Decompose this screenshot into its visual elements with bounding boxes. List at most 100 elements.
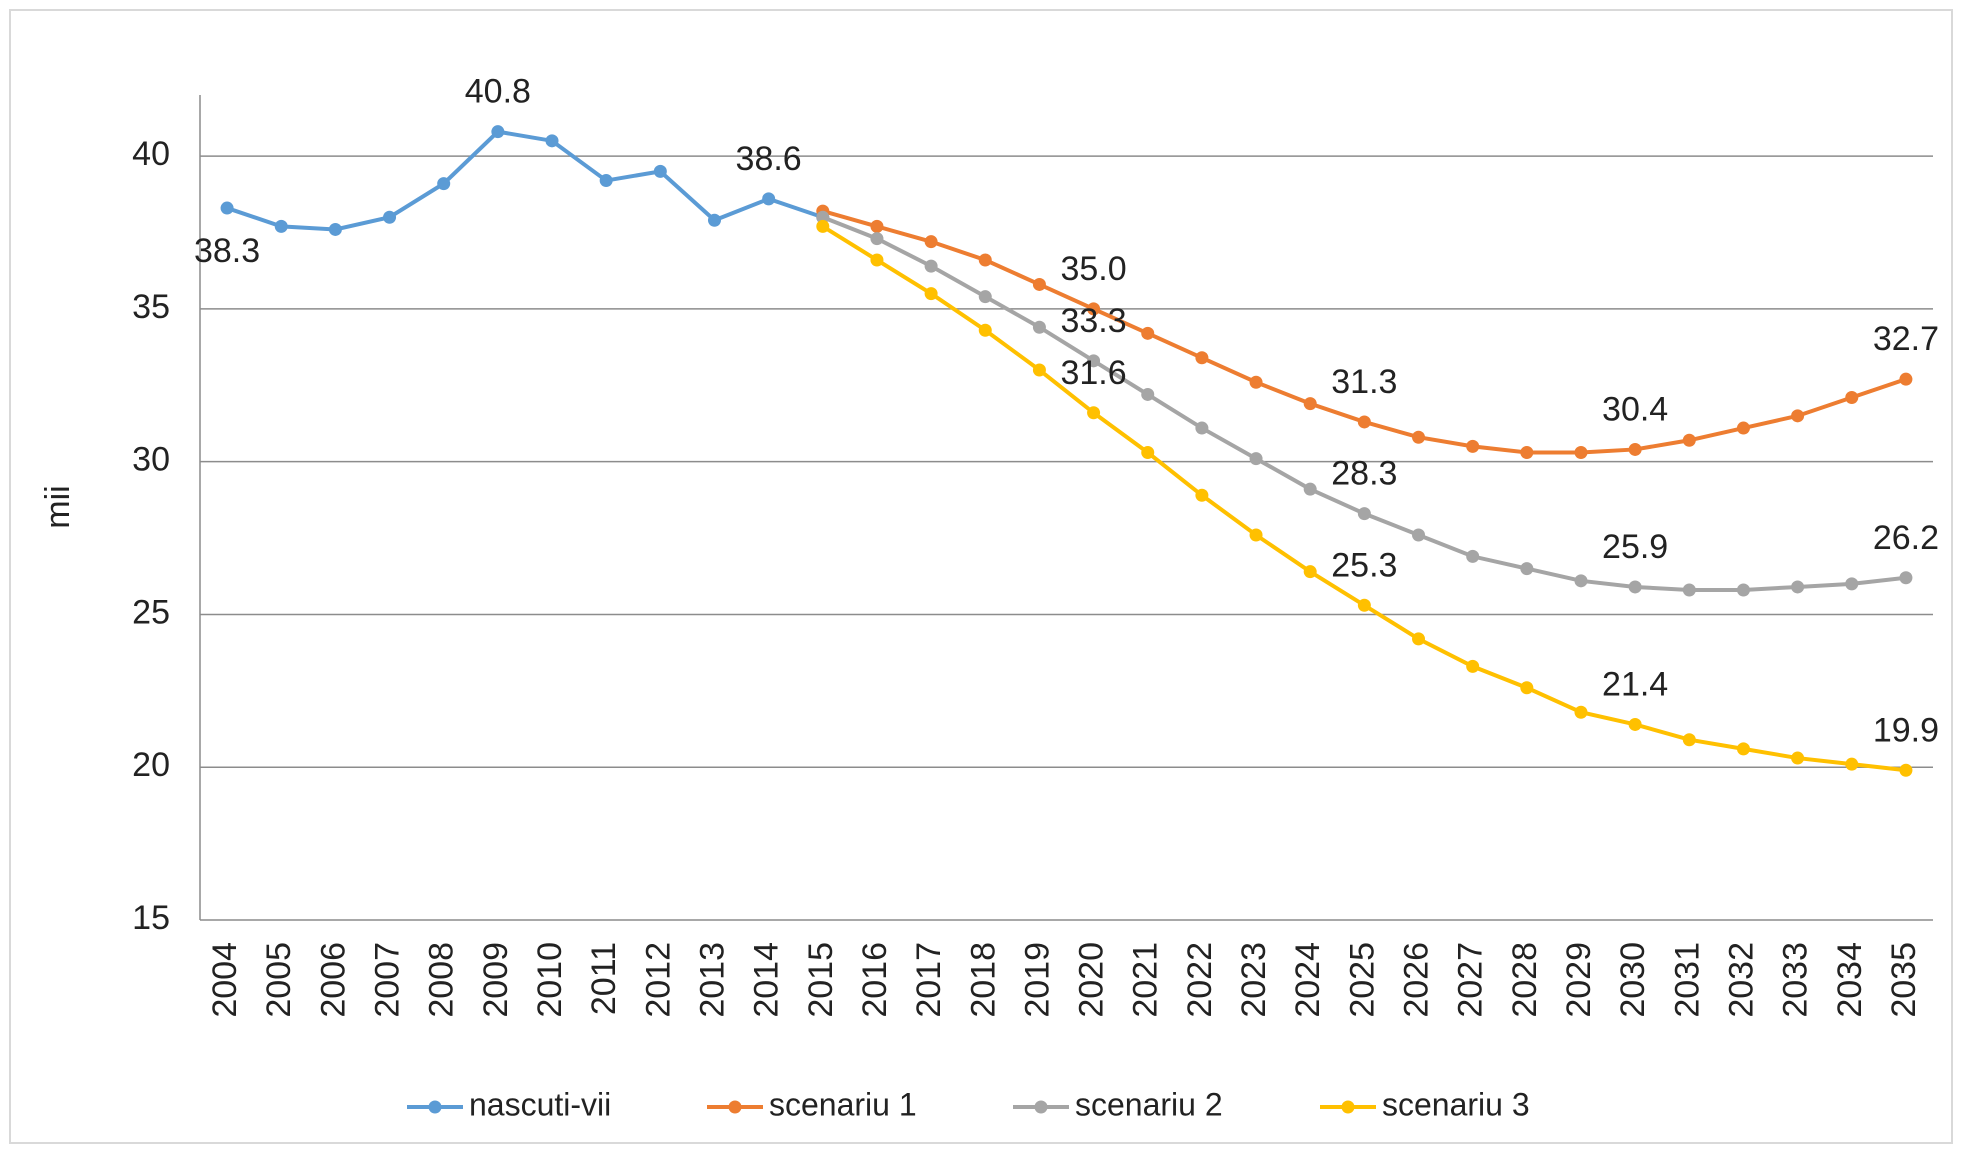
data-point: [1899, 763, 1913, 777]
x-tick-label: 2025: [1343, 942, 1381, 1018]
series-line: [226, 129, 824, 232]
data-point: [1791, 409, 1805, 423]
x-tick-label: 2031: [1668, 942, 1706, 1018]
x-tick-label: 2009: [477, 942, 515, 1018]
x-tick-label: 2028: [1506, 942, 1544, 1018]
data-point: [1249, 528, 1263, 542]
x-tick-label: 2011: [585, 942, 623, 1015]
data-point: [1249, 452, 1263, 466]
data-point: [1845, 391, 1859, 404]
y-tick-label: 40: [132, 135, 170, 173]
data-point: [1412, 430, 1426, 444]
data-point: [1899, 372, 1913, 386]
data-point: [1141, 446, 1155, 459]
data-label: 35.0: [1060, 250, 1126, 288]
y-tick-label: 25: [132, 593, 170, 631]
data-point: [1520, 446, 1534, 459]
x-tick-label: 2017: [910, 942, 948, 1018]
data-point: [1628, 717, 1642, 731]
data-point: [1899, 571, 1913, 585]
data-label: 30.4: [1602, 390, 1668, 428]
legend-marker: [428, 1100, 442, 1114]
data-label: 40.8: [465, 73, 531, 111]
x-tick-label: 2008: [423, 942, 461, 1018]
x-tick-label: 2016: [856, 942, 894, 1018]
data-point: [1628, 580, 1642, 594]
data-point: [1736, 742, 1750, 756]
legend-label: scenariu 2: [1075, 1086, 1223, 1122]
data-point: [1520, 681, 1534, 695]
data-point: [653, 164, 667, 178]
x-tick-label: 2021: [1127, 942, 1165, 1018]
data-point: [816, 219, 830, 233]
legend-label: nascuti-vii: [469, 1086, 611, 1122]
data-point: [1195, 421, 1209, 435]
data-point: [1466, 549, 1480, 563]
legend-marker: [728, 1100, 742, 1114]
data-point: [491, 125, 505, 139]
data-label: 28.3: [1331, 455, 1397, 493]
data-label: 19.9: [1873, 711, 1939, 749]
data-point: [1195, 488, 1209, 502]
data-label: 38.3: [194, 232, 260, 270]
legend-label: scenariu 1: [769, 1086, 917, 1122]
data-point: [816, 210, 830, 224]
data-point: [599, 174, 613, 188]
data-point: [1845, 577, 1859, 591]
data-point: [1791, 580, 1805, 594]
x-tick-label: 2004: [206, 942, 244, 1018]
x-tick-label: 2014: [748, 942, 786, 1018]
chart-border: [9, 9, 1953, 1144]
data-point: [1032, 320, 1046, 334]
data-label: 31.6: [1060, 354, 1126, 392]
legend-marker: [1341, 1100, 1355, 1114]
x-tick-label: 2029: [1560, 942, 1598, 1018]
data-point: [1357, 507, 1371, 521]
x-tick-label: 2012: [639, 942, 677, 1018]
data-point: [1357, 415, 1371, 429]
data-point: [1466, 439, 1480, 453]
x-tick-label: 2010: [531, 942, 569, 1018]
legend-marker: [1034, 1100, 1048, 1114]
data-point: [1466, 659, 1480, 673]
data-point: [924, 287, 938, 301]
data-point: [1141, 326, 1155, 340]
data-point: [1195, 351, 1209, 365]
x-tick-label: 2023: [1235, 942, 1273, 1018]
data-point: [1303, 482, 1317, 496]
x-tick-label: 2035: [1885, 942, 1923, 1018]
x-tick-label: 2026: [1398, 942, 1436, 1018]
x-tick-label: 2015: [802, 942, 840, 1018]
data-point: [1845, 757, 1859, 771]
y-tick-label: 15: [132, 899, 170, 937]
data-point: [924, 259, 938, 273]
data-label: 38.6: [736, 140, 802, 178]
data-label: 26.2: [1873, 519, 1939, 557]
y-axis-title: mii: [39, 485, 77, 528]
data-point: [1628, 442, 1642, 456]
x-tick-label: 2027: [1452, 942, 1490, 1018]
data-point: [383, 210, 397, 224]
x-tick-label: 2030: [1614, 942, 1652, 1018]
data-point: [1682, 433, 1696, 447]
data-point: [1682, 733, 1696, 747]
data-point: [1520, 562, 1534, 576]
data-point: [1032, 363, 1046, 377]
x-tick-label: 2032: [1722, 942, 1760, 1018]
data-point: [1087, 354, 1101, 368]
data-point: [1303, 397, 1317, 411]
x-tick-label: 2007: [369, 942, 407, 1018]
data-point: [707, 213, 721, 227]
data-point: [870, 219, 884, 233]
data-point: [1736, 421, 1750, 435]
data-point: [1574, 705, 1588, 719]
x-tick-label: 2019: [1018, 942, 1056, 1018]
data-point: [762, 192, 776, 206]
x-tick-label: 2034: [1831, 942, 1869, 1018]
x-tick-label: 2033: [1777, 942, 1815, 1018]
data-point: [1791, 751, 1805, 765]
data-point: [274, 219, 288, 233]
data-point: [328, 222, 342, 236]
data-point: [1412, 632, 1426, 646]
